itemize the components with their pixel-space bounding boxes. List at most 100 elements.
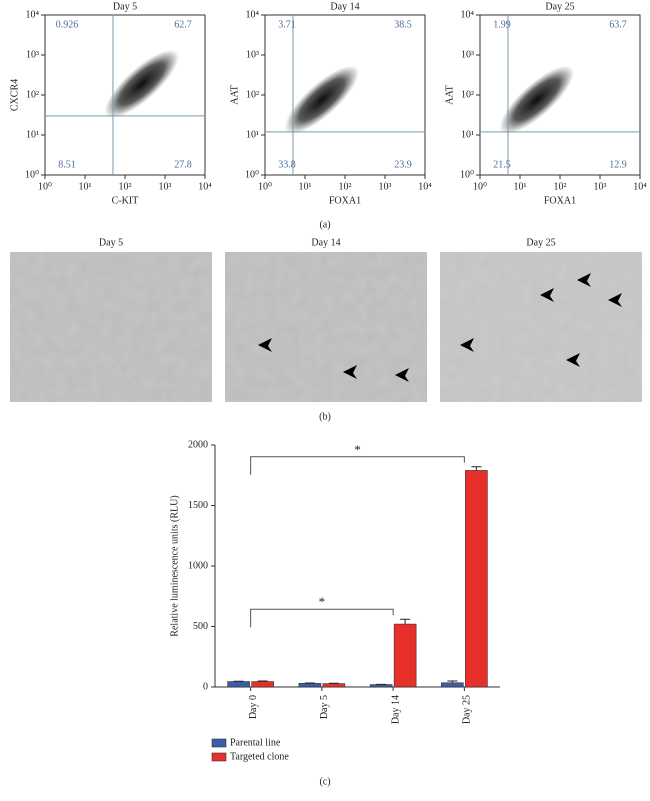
x-axis-label: FOXA1 (544, 195, 576, 206)
arrowhead (577, 273, 591, 287)
legend-label: Parental line (230, 737, 281, 748)
legend-label: Targeted clone (230, 751, 289, 762)
x-tick-label: Day 14 (390, 695, 401, 724)
arrowhead (343, 365, 357, 379)
panel-label: (a) (319, 219, 330, 230)
y-axis-label: CXCR4 (9, 79, 20, 111)
quadrant-percent: 27.8 (174, 159, 192, 170)
x-tick-label: Day 5 (319, 695, 330, 719)
bar (441, 682, 464, 688)
y-tick-label: 10¹ (26, 129, 39, 140)
x-tick-label: 10³ (379, 181, 392, 192)
arrowhead (608, 293, 622, 307)
y-tick-label: 0 (203, 681, 208, 692)
legend-swatch (211, 752, 227, 762)
y-axis-label: Relative luminescence units (RLU) (169, 495, 180, 636)
quadrant-percent: 33.8 (278, 159, 296, 170)
cell-cloud (284, 65, 360, 135)
significance-bracket (250, 608, 394, 628)
error-bar (471, 466, 482, 471)
quadrant-percent: 21.5 (493, 159, 511, 170)
arrowhead (258, 338, 272, 352)
significance-bracket (250, 456, 465, 475)
bar (227, 681, 250, 688)
y-tick-label: 10⁰ (460, 169, 474, 180)
micrograph-title: Day 14 (311, 237, 340, 248)
x-tick-label: 10⁰ (38, 181, 52, 192)
x-tick-label: 10⁰ (473, 181, 487, 192)
quadrant-percent: 0.926 (56, 19, 79, 30)
quadrant-percent: 1.99 (493, 19, 511, 30)
x-tick-label: Day 0 (248, 695, 259, 719)
y-tick-label: 500 (193, 621, 208, 632)
y-axis-label: AAT (229, 85, 240, 104)
y-tick-label: 10¹ (461, 129, 474, 140)
y-tick-label: 10² (26, 89, 39, 100)
y-tick-label: 10⁰ (25, 169, 39, 180)
x-tick-label: 10³ (159, 181, 172, 192)
arrowhead (395, 368, 409, 382)
x-tick-label: 10⁰ (258, 181, 272, 192)
micrographs: Day 5 Day 14 Day 25 (10, 237, 642, 402)
y-tick-label: 10⁴ (246, 9, 260, 20)
bar (465, 470, 488, 688)
legend-swatch (211, 738, 227, 748)
y-tick-label: 1500 (188, 500, 208, 511)
plot-title: Day 14 (330, 1, 359, 12)
panel-label: (c) (319, 776, 330, 787)
quadrant-percent: 62.7 (174, 19, 192, 30)
quadrant-percent: 63.7 (609, 19, 627, 30)
y-tick-label: 10² (246, 89, 259, 100)
arrowhead (540, 288, 554, 302)
y-tick-label: 10² (461, 89, 474, 100)
bar (393, 623, 417, 688)
plot-title: Day 5 (113, 1, 137, 12)
y-axis-label: AAT (444, 85, 455, 104)
cell-cloud (499, 65, 575, 135)
bar (322, 683, 346, 688)
x-tick-label: 10² (339, 181, 352, 192)
error-bar (400, 618, 411, 625)
micrograph-title: Day 5 (99, 237, 123, 248)
x-axis-label: C-KIT (112, 195, 139, 206)
y-tick-label: 10³ (26, 49, 39, 60)
x-tick-label: 10¹ (299, 181, 312, 192)
significance-label: * (319, 594, 326, 609)
plot-title: Day 25 (545, 1, 574, 12)
x-tick-label: Day 25 (462, 695, 473, 724)
x-axis-label: FOXA1 (329, 195, 361, 206)
quadrant-percent: 23.9 (394, 159, 412, 170)
cell-cloud (104, 49, 180, 119)
y-tick-label: 2000 (188, 439, 208, 450)
quadrant-percent: 38.5 (394, 19, 412, 30)
x-tick-label: 10¹ (514, 181, 527, 192)
x-tick-label: 10³ (594, 181, 607, 192)
error-bar (257, 680, 268, 682)
quadrant-percent: 8.51 (58, 159, 76, 170)
y-tick-label: 10⁴ (26, 9, 40, 20)
micrograph-texture (10, 252, 212, 402)
y-tick-label: 10⁴ (461, 9, 475, 20)
y-tick-label: 10⁰ (245, 169, 259, 180)
arrowhead (566, 353, 580, 367)
significance-label: * (354, 442, 361, 457)
x-tick-label: 10² (119, 181, 132, 192)
micrograph-texture (225, 252, 427, 402)
micrograph-texture (440, 252, 642, 402)
quadrant-percent: 12.9 (609, 159, 627, 170)
bar (298, 683, 322, 688)
quadrant-percent: 3.71 (278, 19, 296, 30)
y-tick-label: 10³ (246, 49, 259, 60)
bar (369, 684, 393, 688)
micrograph-title: Day 25 (526, 237, 555, 248)
y-tick-label: 10³ (461, 49, 474, 60)
panel-label: (b) (319, 411, 331, 422)
arrowhead (460, 338, 474, 352)
y-tick-label: 10¹ (246, 129, 259, 140)
x-tick-label: 10⁴ (418, 181, 432, 192)
y-tick-label: 1000 (188, 560, 208, 571)
bar (251, 681, 274, 688)
x-tick-label: 10² (554, 181, 567, 192)
x-tick-label: 10⁴ (633, 181, 647, 192)
